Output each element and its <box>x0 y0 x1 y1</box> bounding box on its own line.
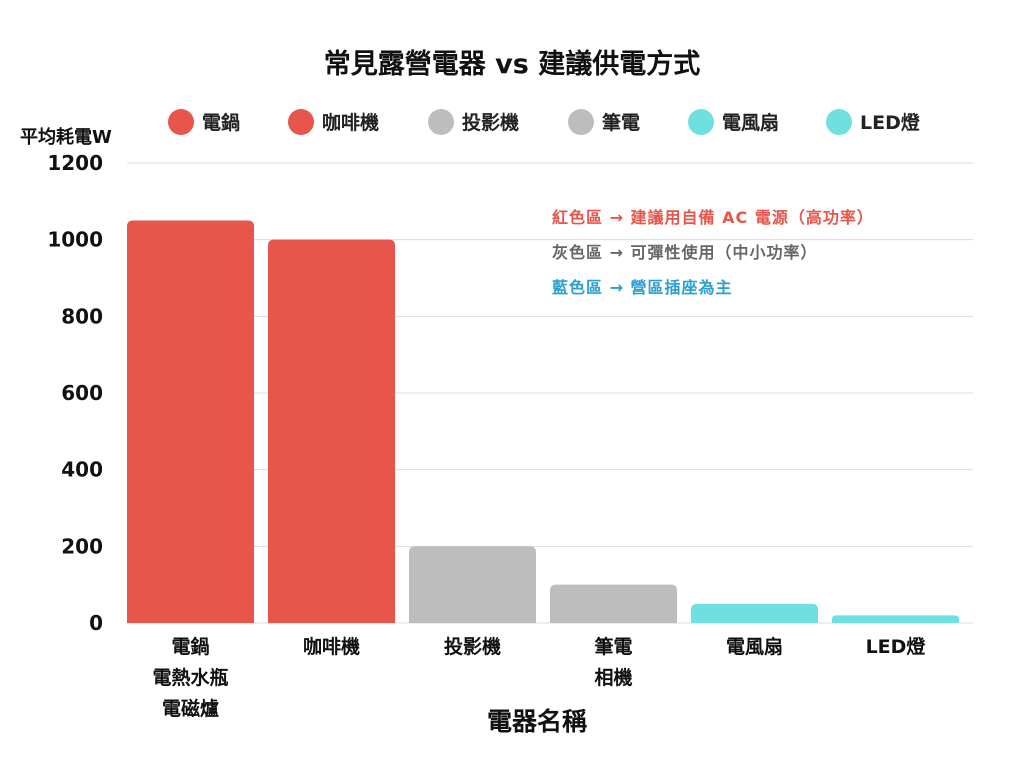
bar <box>268 239 395 623</box>
x-axis-label: 電器名稱 <box>487 707 587 736</box>
legend-item: 咖啡機 <box>288 109 379 135</box>
y-tick-label: 1000 <box>47 228 103 252</box>
y-tick-label: 400 <box>61 458 103 482</box>
legend-label: 咖啡機 <box>322 111 379 134</box>
annotation-text: 藍色區 → 營區插座為主 <box>552 278 733 297</box>
legend: 電鍋 咖啡機 投影機 筆電 電風扇 LED燈 <box>168 109 921 135</box>
bar <box>409 546 536 623</box>
legend-swatch <box>288 109 314 135</box>
x-category-label: 投影機 <box>444 635 501 658</box>
y-tick-label: 0 <box>89 611 103 635</box>
bar <box>127 220 254 623</box>
legend-label: LED燈 <box>860 111 921 134</box>
annotation-text: 紅色區 → 建議用自備 AC 電源（高功率） <box>552 208 874 227</box>
y-tick-label: 1200 <box>47 151 103 175</box>
legend-label: 投影機 <box>462 111 519 134</box>
legend-item: 投影機 <box>428 109 519 135</box>
x-category-label: 筆電 <box>594 635 632 658</box>
annotations: 紅色區 → 建議用自備 AC 電源（高功率） 灰色區 → 可彈性使用（中小功率） 藍… <box>552 208 874 297</box>
legend-label: 電風扇 <box>722 111 779 134</box>
bar <box>550 584 677 623</box>
legend-label: 電鍋 <box>202 111 240 134</box>
legend-item: 電鍋 <box>168 109 240 135</box>
legend-item: 電風扇 <box>688 109 779 135</box>
bar <box>832 615 959 623</box>
x-category-label: 電磁爐 <box>162 697 219 720</box>
legend-swatch <box>168 109 194 135</box>
bars <box>127 220 959 623</box>
legend-item: 筆電 <box>568 109 640 135</box>
annotation-text: 灰色區 → 可彈性使用（中小功率） <box>552 243 818 262</box>
bar <box>691 603 818 623</box>
y-axis-label: 平均耗電W <box>20 126 112 148</box>
legend-label: 筆電 <box>602 111 640 134</box>
x-category-label: 電鍋 <box>171 635 209 658</box>
legend-swatch <box>688 109 714 135</box>
y-axis-ticks: 0 200 400 600 800 1000 1200 <box>47 151 103 635</box>
x-category-label: 相機 <box>594 666 632 689</box>
x-category-label: 電風扇 <box>726 635 783 658</box>
chart-title: 常見露營電器 vs 建議供電方式 <box>324 48 700 80</box>
legend-swatch <box>568 109 594 135</box>
y-tick-label: 600 <box>61 381 103 405</box>
y-tick-label: 200 <box>61 534 103 558</box>
legend-swatch <box>428 109 454 135</box>
legend-item: LED燈 <box>826 109 921 135</box>
legend-swatch <box>826 109 852 135</box>
y-tick-label: 800 <box>61 304 103 328</box>
x-category-label: 電熱水瓶 <box>152 666 228 689</box>
x-category-label: LED燈 <box>866 635 927 658</box>
x-category-label: 咖啡機 <box>303 635 360 658</box>
